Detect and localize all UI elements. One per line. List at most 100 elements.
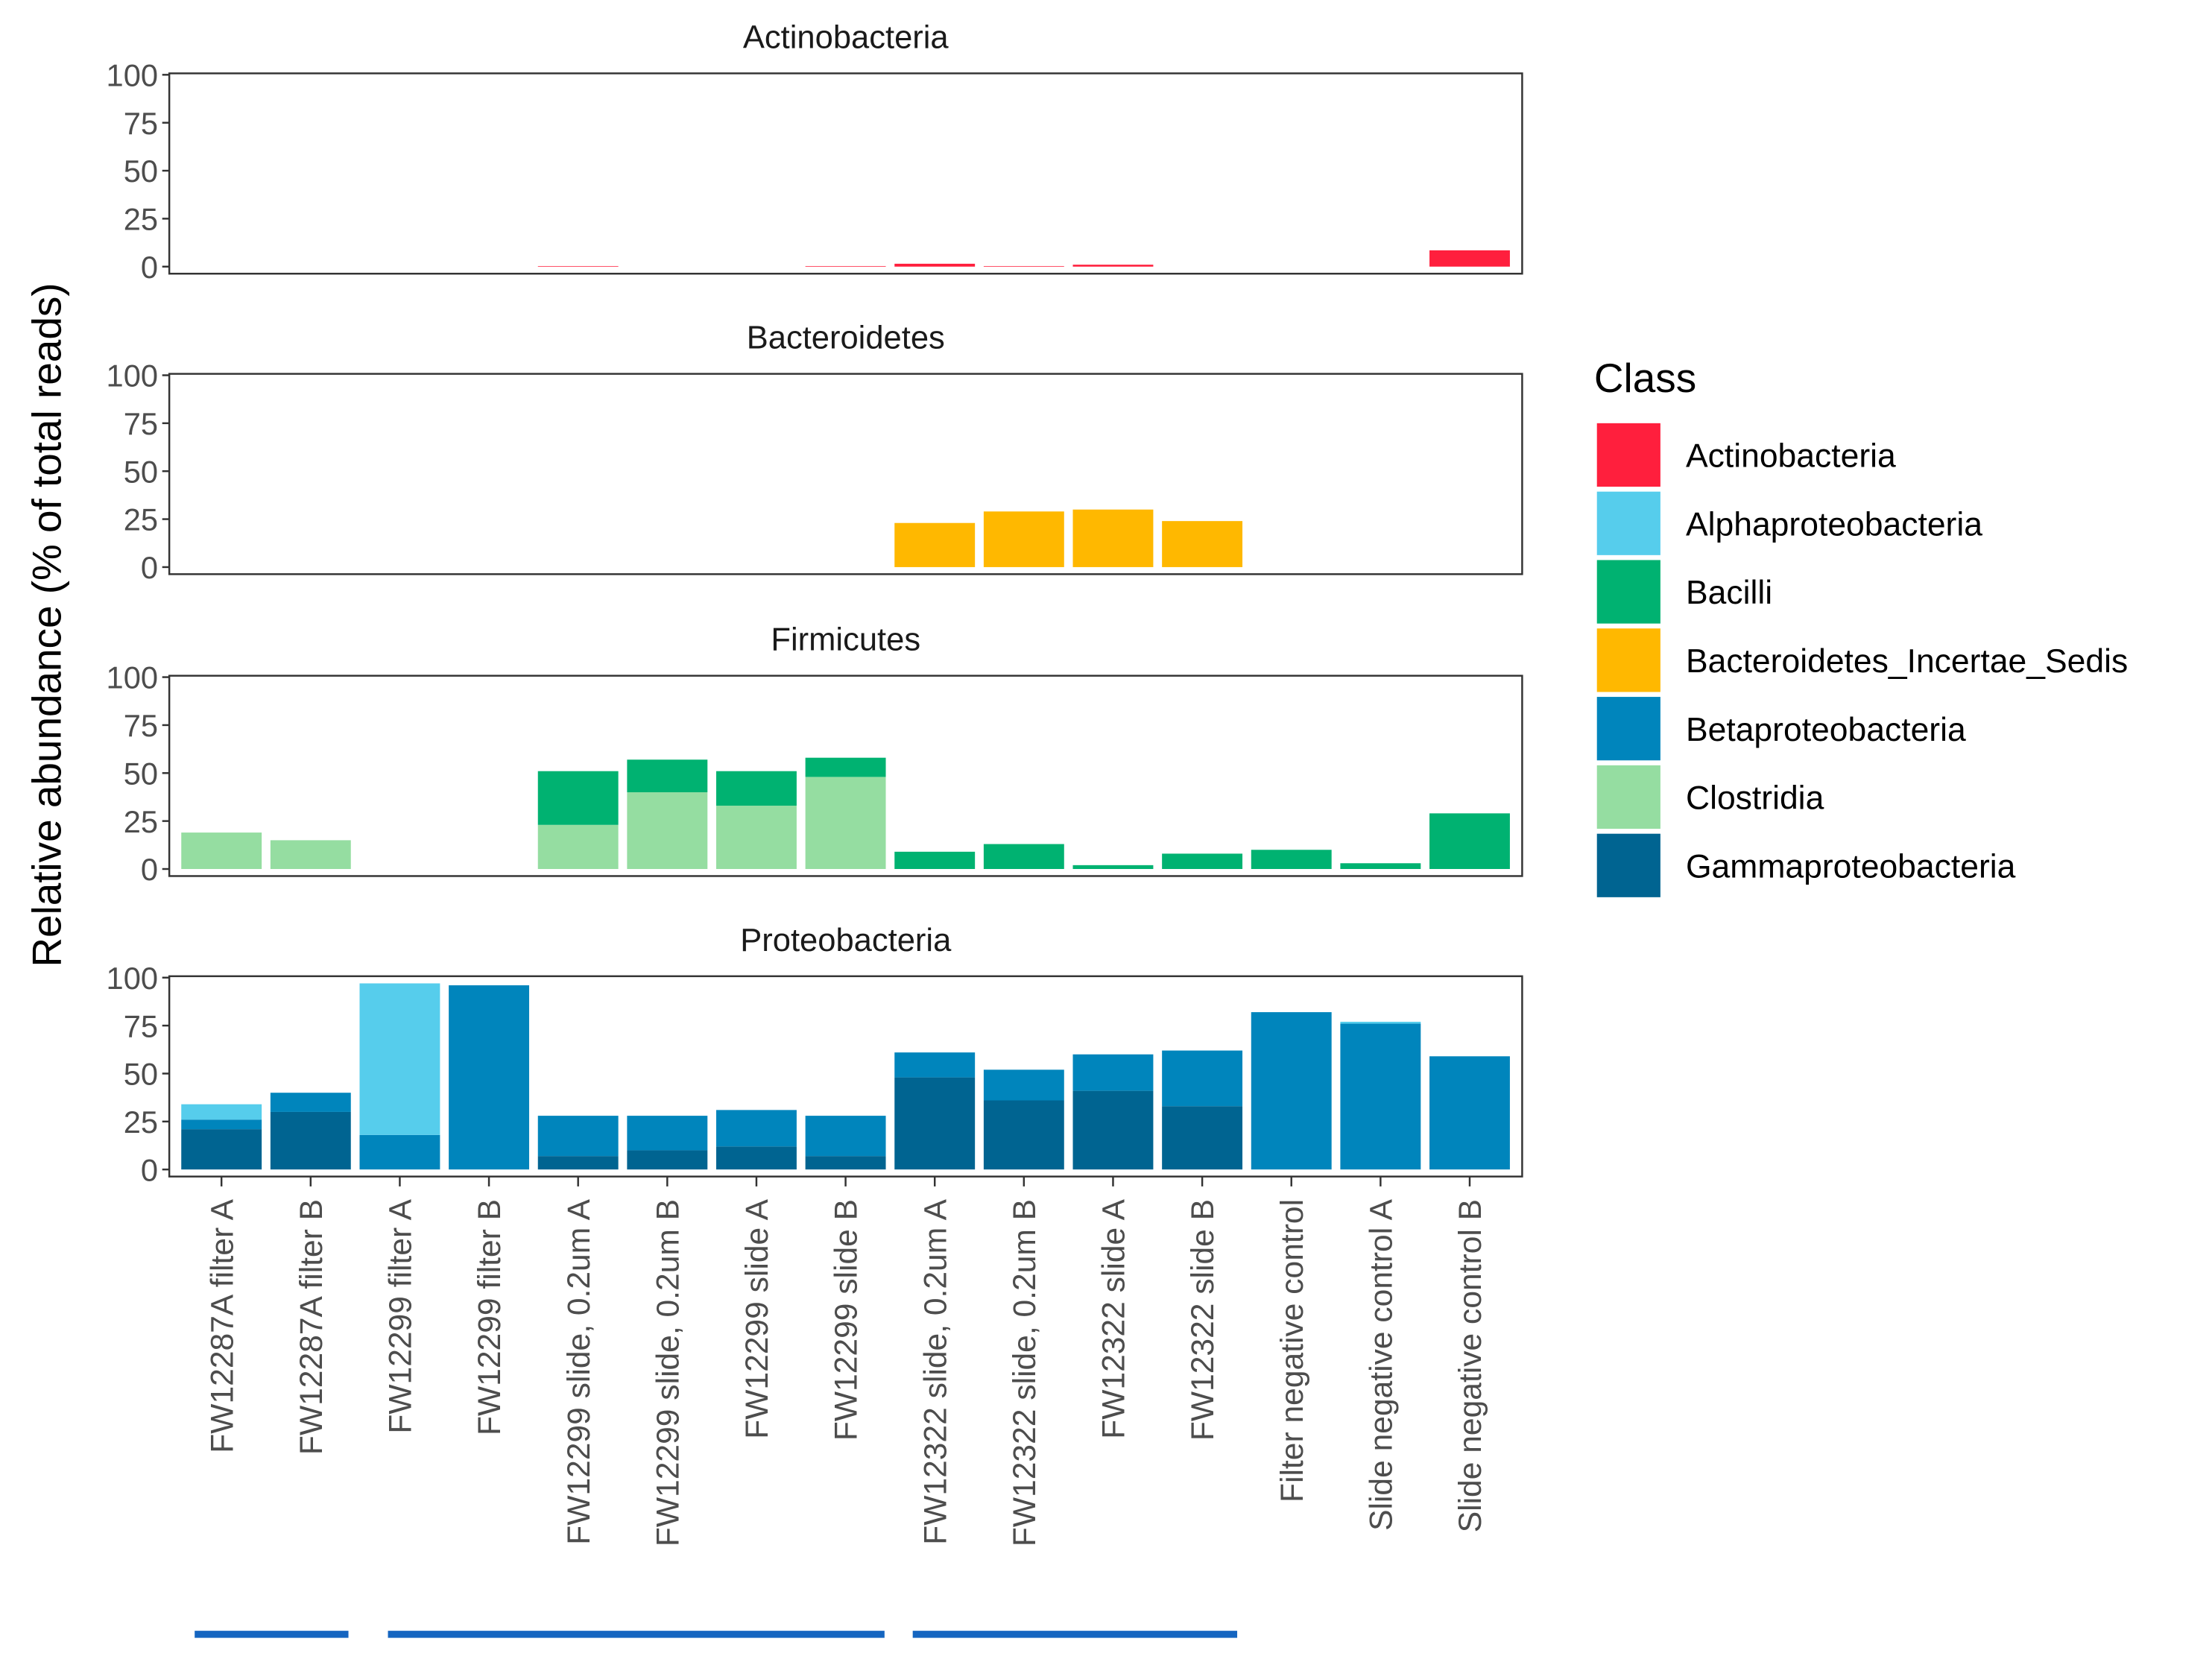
panel-border: [168, 72, 1523, 275]
bar-segment: [181, 1119, 262, 1130]
panel-title: Proteobacteria: [740, 923, 952, 958]
y-axis-label: Relative abundance (% of total reads): [23, 282, 69, 967]
legend-key: [1596, 765, 1660, 829]
x-tick-label: FW12322 slide, 0.2um A: [917, 1198, 953, 1544]
bar-segment: [270, 1093, 351, 1112]
bar-segment: [894, 263, 976, 267]
x-axis: FW12287A filter A FW12287A filter B FW1229…: [204, 1176, 1488, 1546]
legend-key: [1596, 697, 1660, 761]
legend-label: Betaproteobacteria: [1686, 712, 1966, 748]
panel-title: Firmicutes: [771, 622, 920, 658]
panel-actinobacteria: Actinobacteria 0 25 50 75 100: [107, 19, 1523, 285]
x-tick-label: FW12299 slide A: [739, 1198, 775, 1438]
bar-segment: [1162, 853, 1243, 869]
x-tick-label: FW12287A filter B: [294, 1199, 329, 1455]
legend: Class Actinobacteria Alphaproteobacteria B…: [1594, 355, 2128, 897]
legend-label: Actinobacteria: [1686, 438, 1896, 475]
bar-segment: [805, 1116, 886, 1157]
bar-segment: [627, 1116, 708, 1151]
legend-key: [1596, 423, 1660, 487]
legend-label: Bacteroidetes_Incertae_Sedis: [1686, 643, 2128, 680]
legend-label: Gammaproteobacteria: [1686, 848, 2016, 885]
bar-segment: [716, 771, 797, 806]
bar-segment: [1340, 1021, 1421, 1024]
y-tick-label: 25: [124, 202, 158, 237]
bar-segment: [1429, 250, 1510, 267]
x-tick-label: FW12299 slide, 0.2um A: [561, 1198, 597, 1544]
panel-firmicutes: Firmicutes 0 25 50 75 100: [107, 622, 1523, 887]
bar-segment: [270, 1111, 351, 1170]
bar-segment: [894, 1077, 976, 1170]
y-tick-label: 50: [124, 454, 158, 489]
panels: Actinobacteria 0 25 50 75 100 Bacteroidetes 0 25…: [107, 19, 1523, 1187]
bar-segment: [627, 792, 708, 869]
y-tick-label: 0: [141, 550, 158, 585]
bar-segment: [894, 851, 976, 869]
x-tick-label: FW12299 slide, 0.2um B: [650, 1199, 686, 1546]
panel-border: [168, 674, 1523, 877]
bar-segment: [1340, 863, 1421, 869]
bar-segment: [270, 840, 351, 869]
y-tick-label: 25: [124, 1105, 158, 1140]
bar-segment: [805, 1156, 886, 1170]
bar-segment: [181, 1104, 262, 1120]
bar-segment: [983, 511, 1064, 567]
y-tick-label: 75: [124, 708, 158, 743]
y-tick-label: 50: [124, 756, 158, 791]
group-bar: [912, 1631, 1238, 1638]
bar-segment: [805, 265, 886, 267]
bar-segment: [1162, 1050, 1243, 1107]
group-bar: [195, 1631, 349, 1638]
y-tick-label: 50: [124, 1057, 158, 1092]
panel-title: Bacteroidetes: [747, 320, 945, 356]
bar-segment: [1251, 1012, 1332, 1170]
y-tick-label: 0: [141, 852, 158, 887]
x-tick-label: FW12299 filter A: [383, 1198, 419, 1433]
y-tick-label: 75: [124, 406, 158, 441]
bar-segment: [181, 1129, 262, 1170]
y-tick-label: 50: [124, 154, 158, 189]
legend-key: [1596, 491, 1660, 555]
bar-segment: [1072, 1054, 1154, 1091]
legend-key: [1596, 628, 1660, 692]
x-tick-label: FW12322 slide A: [1096, 1198, 1132, 1438]
bar-segment: [537, 265, 619, 267]
bar-segment: [1429, 1056, 1510, 1170]
legend-key: [1596, 833, 1660, 897]
x-tick-label: FW12322 slide B: [1185, 1199, 1221, 1441]
x-tick-label: FW12299 filter B: [472, 1199, 508, 1435]
y-tick-label: 100: [107, 660, 158, 695]
bar-segment: [181, 832, 262, 869]
bar-segment: [983, 265, 1064, 267]
group-bar: [388, 1631, 885, 1638]
bar-segment: [627, 759, 708, 793]
y-tick-label: 25: [124, 804, 158, 839]
bar-segment: [359, 983, 440, 1135]
x-tick-label: Slide negative control B: [1453, 1199, 1488, 1532]
panel-bacteroidetes: Bacteroidetes 0 25 50 75 100: [107, 320, 1523, 585]
legend-label: Clostridia: [1686, 780, 1824, 817]
bar-segment: [805, 757, 886, 777]
panel-proteobacteria: Proteobacteria 0 25 50 75 100: [107, 923, 1523, 1187]
bar-segment: [1251, 850, 1332, 869]
bar-segment: [716, 1110, 797, 1147]
bar-segment: [894, 1052, 976, 1078]
bar-segment: [537, 1116, 619, 1157]
legend-key: [1596, 560, 1660, 624]
y-tick-label: 0: [141, 1152, 158, 1187]
bar-segment: [894, 522, 976, 567]
legend-label: Bacilli: [1686, 575, 1772, 611]
x-tick-label: Slide negative control A: [1363, 1198, 1399, 1531]
bar-segment: [716, 1146, 797, 1170]
y-tick-label: 75: [124, 106, 158, 141]
legend-label: Alphaproteobacteria: [1686, 506, 1982, 543]
bar-segment: [1072, 865, 1154, 869]
legend-title: Class: [1594, 355, 1696, 401]
y-tick-label: 25: [124, 502, 158, 537]
bar-segment: [359, 1134, 440, 1170]
panel-title: Actinobacteria: [743, 19, 949, 55]
bar-segment: [1072, 1090, 1154, 1170]
x-tick-label: FW12299 slide B: [829, 1199, 865, 1441]
sample-group-bars: [195, 1631, 1238, 1638]
